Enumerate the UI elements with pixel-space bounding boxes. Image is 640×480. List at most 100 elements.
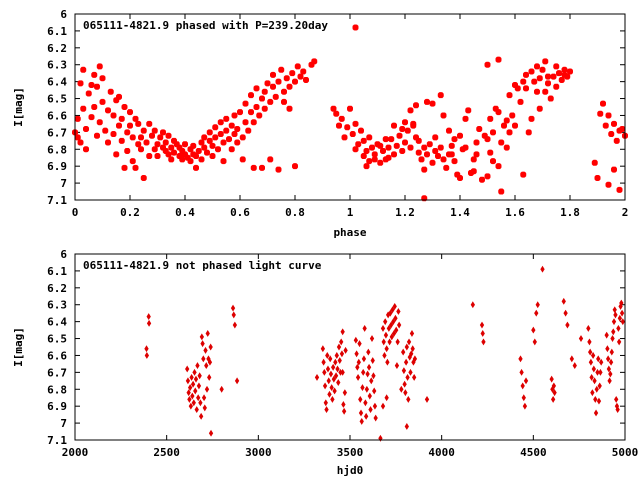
- data-point: [118, 115, 125, 122]
- data-point: [514, 85, 521, 92]
- data-point: [611, 318, 617, 326]
- data-point: [434, 153, 442, 160]
- data-point: [385, 358, 390, 366]
- data-point: [432, 147, 439, 154]
- data-point: [421, 144, 428, 151]
- data-point: [520, 382, 525, 390]
- data-point: [531, 78, 538, 85]
- y-tick-label: 6.6: [47, 109, 67, 122]
- data-point: [594, 174, 601, 182]
- data-point: [198, 156, 205, 163]
- data-point: [91, 103, 98, 111]
- data-point: [353, 336, 359, 344]
- data-point: [616, 338, 622, 346]
- data-point: [144, 345, 149, 353]
- data-point: [517, 98, 524, 105]
- data-point: [342, 389, 348, 397]
- data-point: [528, 68, 535, 75]
- data-point: [448, 142, 455, 149]
- data-point: [620, 318, 625, 326]
- data-point: [407, 107, 414, 114]
- data-point: [401, 119, 409, 126]
- data-point: [406, 395, 411, 403]
- data-point: [380, 402, 386, 410]
- data-point: [286, 83, 293, 90]
- data-point: [88, 81, 95, 89]
- data-point: [113, 151, 120, 158]
- data-point: [533, 88, 541, 95]
- y-tick-label: 6.1: [47, 265, 67, 278]
- data-point: [352, 120, 359, 127]
- data-point: [596, 355, 601, 363]
- data-point: [407, 144, 414, 151]
- data-point: [179, 156, 186, 163]
- data-point: [208, 343, 213, 351]
- data-point: [381, 338, 386, 346]
- data-point: [124, 147, 131, 154]
- data-point: [503, 117, 510, 124]
- data-point: [520, 171, 527, 178]
- y-tick-label: 6.4: [47, 316, 67, 329]
- data-point: [590, 352, 596, 359]
- data-point: [230, 304, 236, 312]
- data-point: [217, 131, 224, 138]
- data-point: [415, 149, 422, 156]
- data-point: [544, 73, 552, 80]
- data-point: [144, 352, 150, 359]
- data-point: [187, 146, 194, 153]
- data-point: [599, 358, 604, 366]
- data-point: [327, 390, 332, 398]
- data-point: [610, 120, 618, 127]
- data-point: [201, 134, 208, 141]
- data-point: [386, 324, 392, 332]
- data-point: [209, 142, 216, 149]
- data-point: [542, 88, 549, 95]
- data-point: [324, 406, 329, 414]
- data-point: [586, 324, 591, 332]
- data-point: [311, 58, 318, 65]
- data-point: [550, 73, 557, 80]
- data-point: [462, 115, 469, 122]
- data-point: [338, 115, 345, 122]
- data-point: [615, 406, 620, 414]
- data-point: [185, 365, 190, 373]
- data-point: [553, 83, 560, 90]
- data-point: [186, 389, 191, 397]
- data-point: [390, 151, 398, 158]
- data-point: [314, 373, 320, 381]
- data-point: [358, 395, 363, 403]
- x-tick-label: 0.2: [120, 206, 140, 219]
- data-point: [253, 85, 260, 92]
- data-point: [478, 176, 486, 183]
- data-point: [121, 103, 128, 111]
- data-point: [399, 147, 406, 154]
- data-point: [445, 127, 453, 134]
- data-point: [357, 340, 362, 348]
- data-point: [394, 326, 399, 334]
- data-point: [395, 338, 400, 346]
- data-point: [429, 100, 436, 107]
- data-point: [234, 125, 241, 133]
- data-point: [187, 395, 192, 403]
- data-point: [333, 372, 339, 380]
- x-tick-label: 1.4: [450, 206, 470, 219]
- data-point: [470, 156, 477, 163]
- data-point: [476, 125, 483, 133]
- x-tick-label: 3500: [337, 446, 364, 459]
- data-point: [93, 83, 101, 90]
- data-point: [597, 382, 602, 390]
- data-point: [404, 343, 409, 351]
- data-point: [363, 147, 370, 154]
- data-point: [614, 395, 619, 403]
- data-point: [220, 139, 227, 146]
- data-point: [289, 70, 296, 77]
- data-point: [591, 365, 596, 373]
- data-point: [330, 395, 335, 403]
- data-point: [590, 389, 595, 397]
- data-point: [140, 127, 147, 134]
- data-point: [219, 385, 224, 393]
- data-point: [578, 335, 584, 342]
- data-point: [605, 355, 611, 363]
- data-point: [368, 144, 376, 151]
- data-point: [157, 134, 164, 141]
